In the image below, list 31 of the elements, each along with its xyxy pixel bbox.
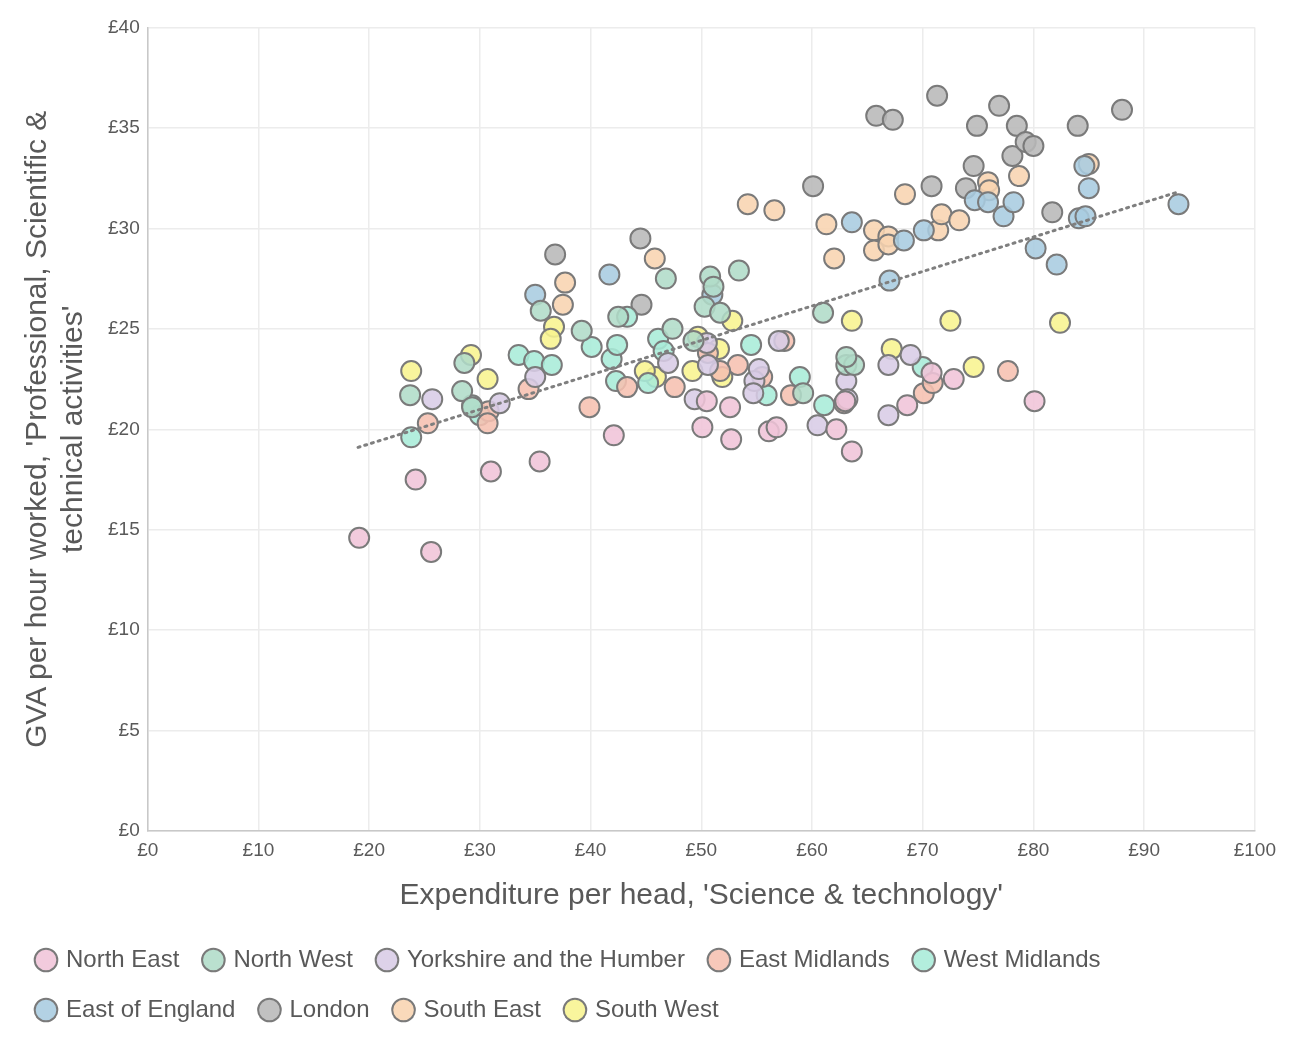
legend-label: East Midlands <box>738 944 890 972</box>
x-tick-label: £50 <box>685 838 718 860</box>
legend-label: South West <box>594 994 719 1022</box>
y-tick-label: £20 <box>108 417 140 439</box>
legend-label: West Midlands <box>943 944 1101 972</box>
y-tick-label: £5 <box>118 718 140 740</box>
legend-label: North West <box>233 944 354 972</box>
y-tick-label: £0 <box>118 819 140 841</box>
x-axis-title: Expenditure per head, 'Science & technology' <box>399 877 1004 911</box>
x-tick-label: £60 <box>796 838 828 860</box>
x-tick-label: £10 <box>242 838 275 860</box>
x-tick-label: £70 <box>906 838 939 860</box>
legend-label: North East <box>66 944 180 972</box>
x-tick-label: £90 <box>1128 838 1160 860</box>
y-tick-label: £30 <box>108 216 140 238</box>
y-tick-label: £25 <box>108 317 140 339</box>
x-tick-label: £40 <box>574 838 607 860</box>
x-tick-label: £0 <box>137 838 159 860</box>
y-tick-label: £40 <box>108 15 140 37</box>
x-tick-label: £80 <box>1017 838 1050 860</box>
y-tick-label: £35 <box>108 116 140 138</box>
y-axis-title: GVA per hour worked, 'Professional, Scientific & technical activities' <box>19 110 89 748</box>
legend-label: London <box>289 994 370 1022</box>
x-tick-label: £30 <box>464 838 496 860</box>
x-tick-label: £20 <box>353 838 385 860</box>
legend-label: East of England <box>66 994 236 1022</box>
legend-label: South East <box>423 994 542 1022</box>
legend-label: Yorkshire and the Humber <box>406 944 685 972</box>
y-tick-label: £15 <box>108 518 140 540</box>
y-tick-label: £10 <box>108 618 140 640</box>
x-tick-label: £100 <box>1233 838 1277 860</box>
